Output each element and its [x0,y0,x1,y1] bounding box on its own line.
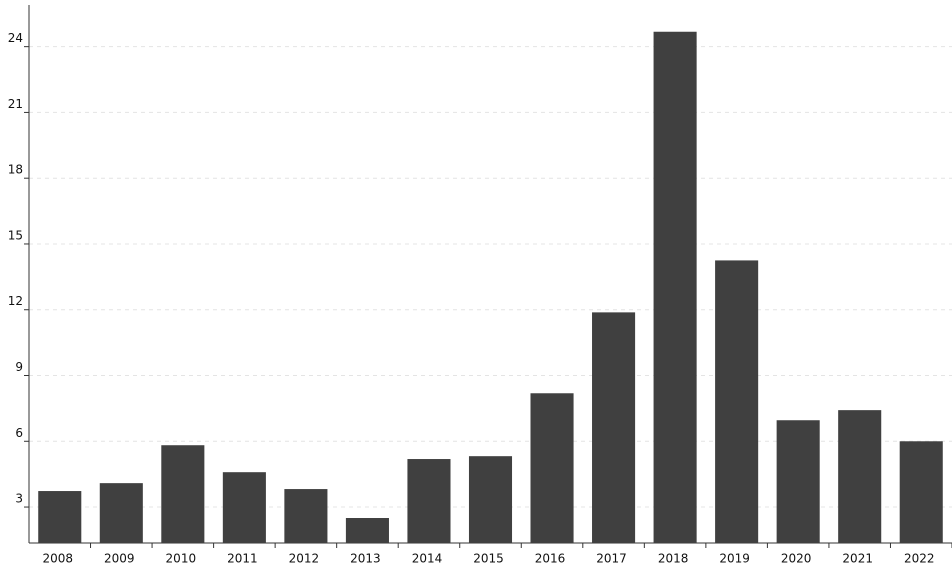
x-tick-label: 2017 [596,552,627,566]
bar [99,483,143,543]
bar [345,518,389,543]
bar [161,445,205,543]
x-tick-label: 2018 [658,552,689,566]
x-tick-label: 2008 [42,552,73,566]
x-tick-label: 2014 [412,552,443,566]
bar [222,472,266,543]
bar [653,31,697,544]
y-tick-label: 21 [8,97,23,111]
x-tick-label: 2016 [535,552,566,566]
x-tick-label: 2020 [781,552,812,566]
x-tick-label: 2012 [289,552,320,566]
bar [715,260,759,543]
bar [468,456,513,543]
bar [776,420,820,543]
y-tick-label: 6 [15,426,23,440]
y-tick-label: 18 [8,163,23,177]
bar [284,489,328,543]
bar [838,410,882,543]
bar [592,312,636,543]
y-tick-label: 15 [8,228,23,242]
x-tick-label: 2021 [842,552,873,566]
x-tick-label: 2009 [104,552,135,566]
bar [530,393,574,543]
x-tick-label: 2019 [719,552,750,566]
x-tick-label: 2022 [904,552,935,566]
y-tick-label: 12 [8,294,23,308]
bar [407,459,451,543]
y-tick-label: 3 [15,492,23,506]
bar [899,441,943,543]
x-tick-label: 2011 [227,552,258,566]
y-tick-label: 9 [15,360,23,374]
bar [38,491,82,543]
x-tick-label: 2015 [473,552,504,566]
x-tick-label: 2013 [350,552,381,566]
y-tick-label: 24 [8,31,23,45]
x-tick-label: 2010 [166,552,197,566]
